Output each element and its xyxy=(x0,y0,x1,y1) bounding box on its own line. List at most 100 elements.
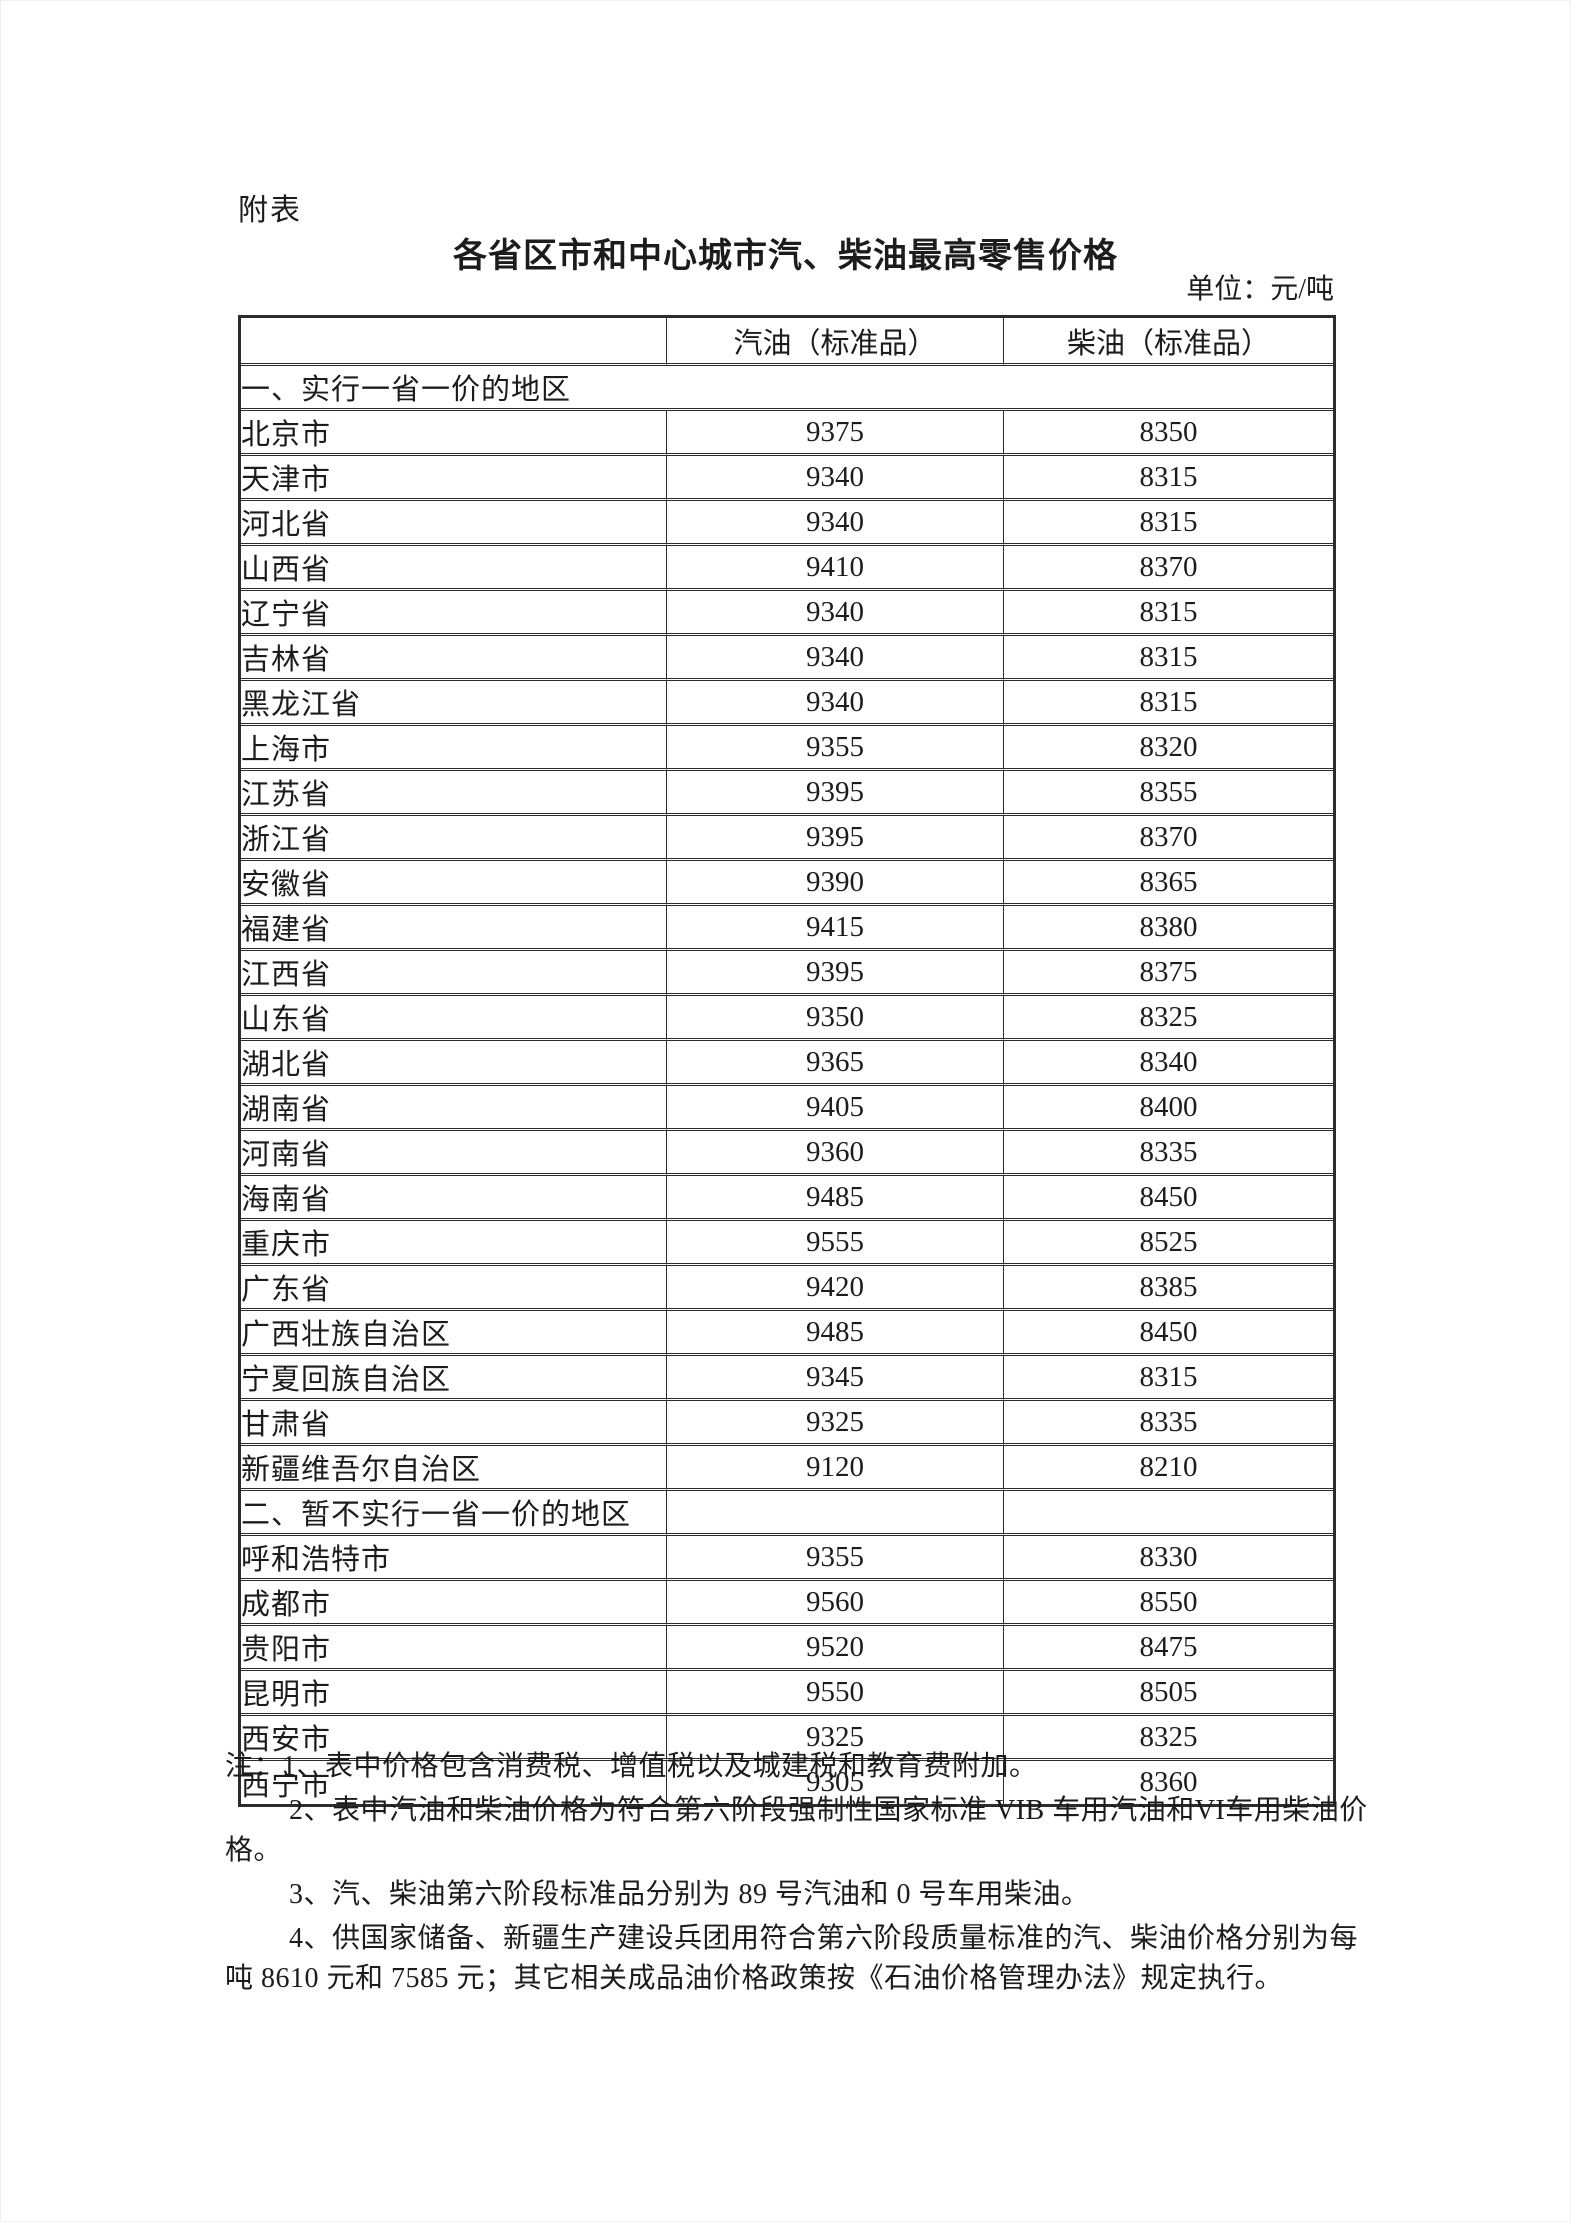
diesel-price-cell: 8360 xyxy=(1139,1766,1198,1798)
diesel-price-cell: 8370 xyxy=(1004,546,1333,591)
diesel-price-cell: 8450 xyxy=(1004,1311,1333,1356)
table-row: 辽宁省 9340 8315 xyxy=(241,591,1333,636)
region-cell: 甘肃省 xyxy=(241,1401,667,1446)
price-table-wrapper: 汽油（标准品） 柴油（标准品） 一、实行一省一价的地区 北京市 9375 8350 天津… xyxy=(238,315,1336,1807)
diesel-price-cell: 8315 xyxy=(1004,681,1333,726)
diesel-price-cell: 8330 xyxy=(1004,1536,1333,1581)
diesel-price-cell: 8320 xyxy=(1004,726,1333,771)
table-row: 江西省 9395 8375 xyxy=(241,951,1333,996)
region-cell: 吉林省 xyxy=(241,636,667,681)
gasoline-price-cell: 9340 xyxy=(667,591,1004,636)
table-row: 湖北省 9365 8340 xyxy=(241,1041,1333,1086)
gasoline-price-cell: 9350 xyxy=(667,996,1004,1041)
region-cell: 辽宁省 xyxy=(241,591,667,636)
table-row: 河南省 9360 8335 xyxy=(241,1131,1333,1176)
note-line: 3、汽、柴油第六阶段标准品分别为 89 号汽油和 0 号车用柴油。 xyxy=(289,1879,1090,1910)
notes: 注：1、表中价格包含消费税、增值税以及城建税和教育费附加。 2、表中汽油和柴油价格… xyxy=(225,1747,1415,1999)
table-row: 西安市 9325 8325 xyxy=(241,1716,1333,1761)
gasoline-price-cell: 9390 xyxy=(667,861,1004,906)
gasoline-price-cell: 9420 xyxy=(667,1266,1004,1311)
diesel-price-cell: 8335 xyxy=(1004,1131,1333,1176)
region-cell: 安徽省 xyxy=(241,861,667,906)
table-row: 江苏省 9395 8355 xyxy=(241,771,1333,816)
diesel-price-cell: 8355 xyxy=(1004,771,1333,816)
gasoline-price-cell: 9395 xyxy=(667,771,1004,816)
note-line: 注：1、表中价格包含消费税、增值税以及城建税和教育费附加。 xyxy=(225,1751,1038,1782)
gasoline-price-cell: 9550 xyxy=(667,1671,1004,1716)
diesel-price-cell: 8365 xyxy=(1004,861,1333,906)
page-title: 各省区市和中心城市汽、柴油最高零售价格 xyxy=(453,237,1118,275)
table-row: 广东省 9420 8385 xyxy=(241,1266,1333,1311)
region-cell: 湖南省 xyxy=(241,1086,667,1131)
gasoline-price-cell: 9405 xyxy=(667,1086,1004,1131)
table-row: 山东省 9350 8325 xyxy=(241,996,1333,1041)
diesel-price-cell: 8315 xyxy=(1004,501,1333,546)
gasoline-price-cell: 9365 xyxy=(667,1041,1004,1086)
table-row: 呼和浩特市 9355 8330 xyxy=(241,1536,1333,1581)
region-cell: 江西省 xyxy=(241,951,667,996)
diesel-price-cell: 8325 xyxy=(1004,1716,1333,1761)
region-cell: 西宁市 xyxy=(241,1761,667,1804)
gasoline-price-cell: 9485 xyxy=(667,1311,1004,1356)
region-cell: 新疆维吾尔自治区 xyxy=(241,1446,667,1491)
diesel-price-cell: 8450 xyxy=(1004,1176,1333,1221)
gasoline-price-cell: 9340 xyxy=(667,636,1004,681)
gasoline-price-cell: 9360 xyxy=(667,1131,1004,1176)
table-row: 安徽省 9390 8365 xyxy=(241,861,1333,906)
gasoline-price-cell: 9355 xyxy=(667,726,1004,771)
gasoline-price-cell: 9395 xyxy=(667,816,1004,861)
note-line: 4、供国家储备、新疆生产建设兵团用符合第六阶段质量标准的汽、柴油价格分别为每 xyxy=(289,1923,1359,1954)
diesel-price-cell: 8400 xyxy=(1004,1086,1333,1131)
header-cell-region xyxy=(241,318,667,366)
gasoline-price-cell: 9340 xyxy=(667,456,1004,501)
table-row: 上海市 9355 8320 xyxy=(241,726,1333,771)
gasoline-price-cell: 9375 xyxy=(667,411,1004,456)
diesel-price-cell: 8370 xyxy=(1004,816,1333,861)
price-table: 汽油（标准品） 柴油（标准品） 一、实行一省一价的地区 北京市 9375 8350 天津… xyxy=(241,318,1333,1804)
note-line: 格。 xyxy=(225,1835,283,1866)
diesel-price-cell: 8340 xyxy=(1004,1041,1333,1086)
table-row: 宁夏回族自治区 9345 8315 xyxy=(241,1356,1333,1401)
diesel-price-cell: 8375 xyxy=(1004,951,1333,996)
region-cell: 北京市 xyxy=(241,411,667,456)
note-line: 吨 8610 元和 7585 元；其它相关成品油价格政策按《石油价格管理办法》规… xyxy=(225,1963,1284,1994)
gasoline-price-cell: 9345 xyxy=(667,1356,1004,1401)
region-cell: 宁夏回族自治区 xyxy=(241,1356,667,1401)
unit-label: 单位：元/吨 xyxy=(1186,274,1334,305)
diesel-price-cell: 8475 xyxy=(1004,1626,1333,1671)
table-row: 新疆维吾尔自治区 9120 8210 xyxy=(241,1446,1333,1491)
diesel-price-cell: 8315 xyxy=(1004,456,1333,501)
region-cell: 河南省 xyxy=(241,1131,667,1176)
diesel-price-cell: 8385 xyxy=(1004,1266,1333,1311)
price-table-body: 一、实行一省一价的地区 北京市 9375 8350 天津市 9340 8315 河北省 9340… xyxy=(241,366,1333,1804)
gasoline-price-cell: 9325 xyxy=(667,1716,1004,1761)
diesel-price-cell: 8505 xyxy=(1004,1671,1333,1716)
table-row: 海南省 9485 8450 xyxy=(241,1176,1333,1221)
diesel-price-cell: 8325 xyxy=(1004,996,1333,1041)
region-cell: 西安市 xyxy=(241,1716,667,1761)
section-header-row: 二、暂不实行一省一价的地区 xyxy=(241,1491,1333,1536)
region-cell: 湖北省 xyxy=(241,1041,667,1086)
region-cell: 山西省 xyxy=(241,546,667,591)
table-header-row: 汽油（标准品） 柴油（标准品） xyxy=(241,318,1333,366)
gasoline-price-cell: 9410 xyxy=(667,546,1004,591)
diesel-price-cell: 8315 xyxy=(1004,1356,1333,1401)
table-row: 天津市 9340 8315 xyxy=(241,456,1333,501)
gasoline-price-cell: 9340 xyxy=(667,501,1004,546)
table-row: 福建省 9415 8380 xyxy=(241,906,1333,951)
gasoline-price-cell: 9560 xyxy=(667,1581,1004,1626)
table-row: 广西壮族自治区 9485 8450 xyxy=(241,1311,1333,1356)
table-row: 河北省 9340 8315 xyxy=(241,501,1333,546)
region-cell: 昆明市 xyxy=(241,1671,667,1716)
region-cell: 黑龙江省 xyxy=(241,681,667,726)
diesel-price-cell: 8525 xyxy=(1004,1221,1333,1266)
table-row: 黑龙江省 9340 8315 xyxy=(241,681,1333,726)
region-cell: 成都市 xyxy=(241,1581,667,1626)
table-row: 山西省 9410 8370 xyxy=(241,546,1333,591)
region-cell: 天津市 xyxy=(241,456,667,501)
gasoline-price-cell: 9120 xyxy=(667,1446,1004,1491)
gasoline-price-cell: 9325 xyxy=(667,1401,1004,1446)
region-cell: 江苏省 xyxy=(241,771,667,816)
diesel-price-cell: 8550 xyxy=(1004,1581,1333,1626)
